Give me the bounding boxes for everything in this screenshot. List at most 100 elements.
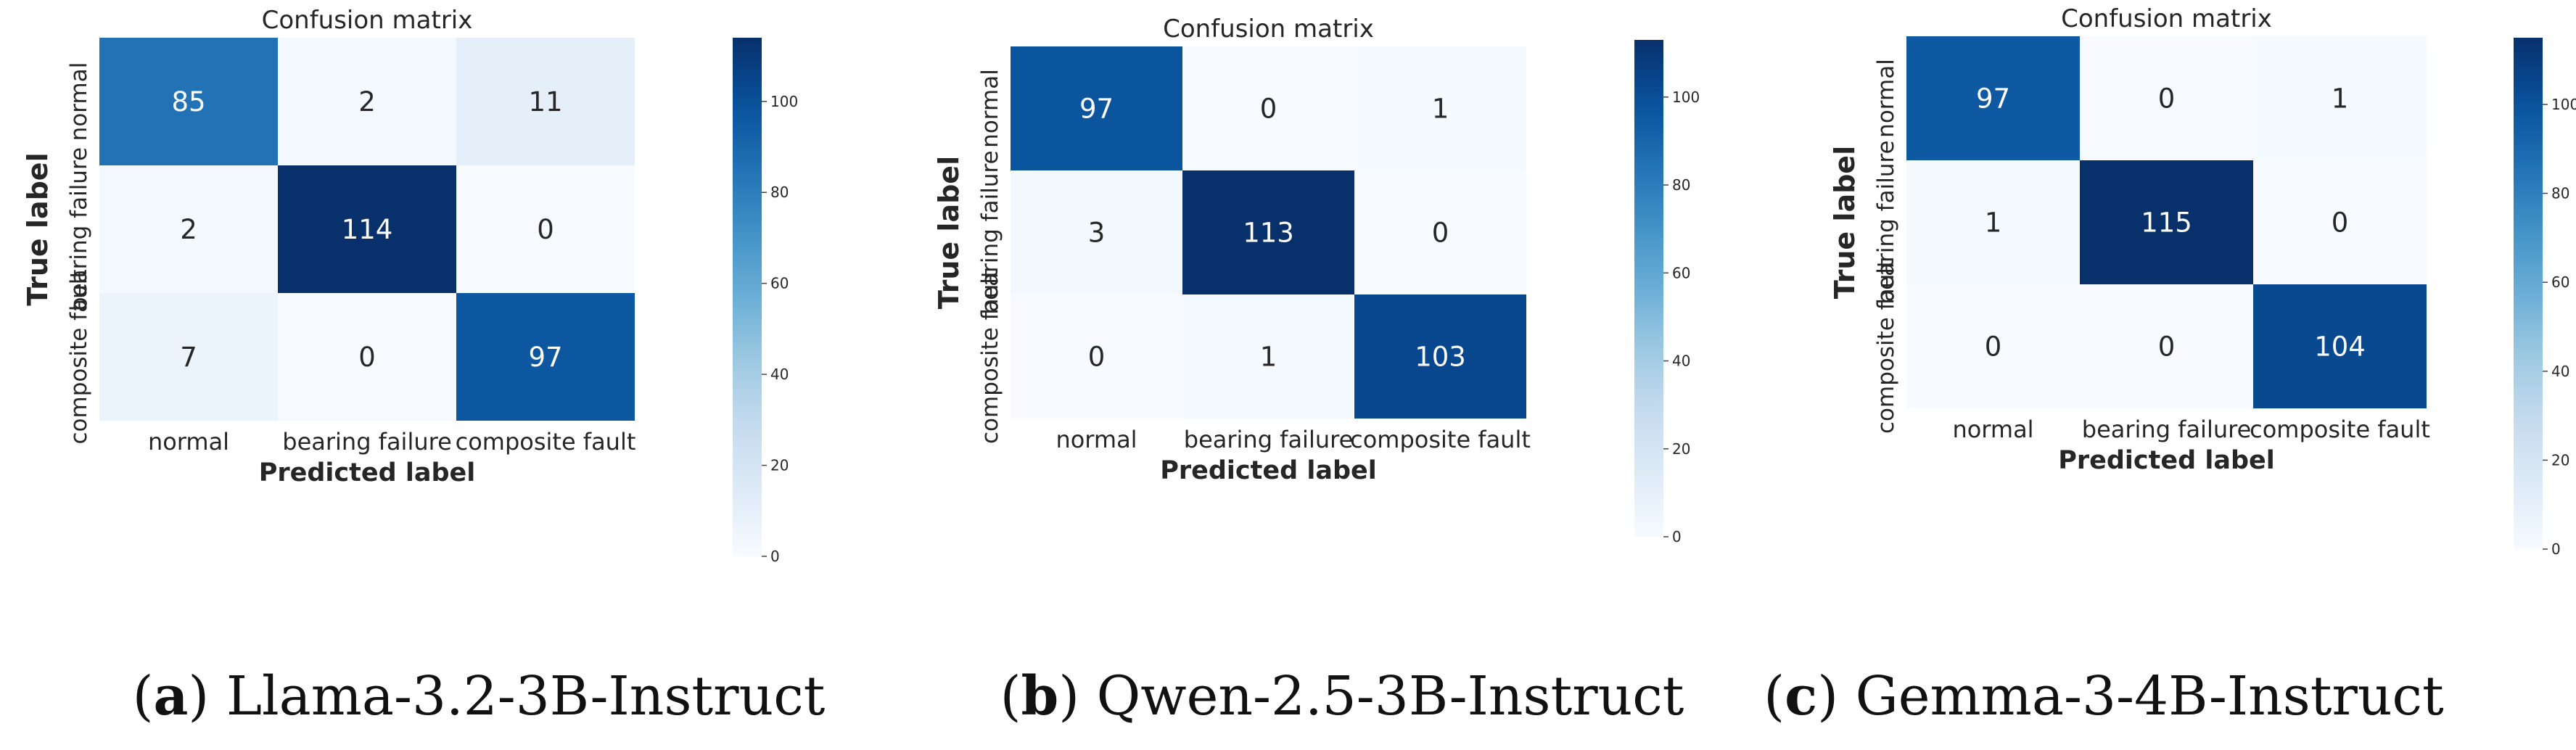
cell-value-label: 1 <box>1985 207 2002 239</box>
x-tick-label: composite fault <box>456 428 636 456</box>
cell-value-label: 0 <box>358 342 376 373</box>
cell-value-label: 0 <box>2158 83 2176 115</box>
colorbar-tick-label: 20 <box>770 457 789 474</box>
cell-value-label: 97 <box>528 342 562 373</box>
colorbar-tick-label: 40 <box>770 366 789 383</box>
heatmap-cell <box>1182 170 1354 294</box>
chart-title: Confusion matrix <box>262 6 473 35</box>
heatmap-cell <box>1906 284 2080 408</box>
x-tick-label: bearing failure <box>282 428 452 456</box>
y-tick-label: normal <box>66 62 92 141</box>
cell-value-label: 7 <box>180 342 197 373</box>
cell-value-label: 103 <box>1415 342 1466 373</box>
subfigure-letter: c <box>1785 665 1817 728</box>
colorbar-tick-label: 0 <box>2551 540 2561 558</box>
y-axis-label: True label <box>1829 146 1861 299</box>
cell-value-label: 3 <box>1088 218 1106 249</box>
y-tick-label: bearing failure <box>977 150 1003 314</box>
colorbar-tick-label: 40 <box>1672 353 1690 370</box>
x-axis-label: Predicted label <box>1160 456 1377 485</box>
x-axis-label: Predicted label <box>259 458 476 487</box>
colorbar-tick-label: 60 <box>2551 273 2569 291</box>
cell-value-label: 97 <box>1079 94 1114 125</box>
heatmap-cell <box>1011 170 1182 294</box>
x-tick-label: bearing failure <box>2082 416 2252 443</box>
subfigure-letter: b <box>1021 665 1058 728</box>
colorbar-tick-label: 0 <box>770 548 780 565</box>
x-tick-label: bearing failure <box>1184 426 1354 453</box>
cell-value-label: 2 <box>180 214 197 245</box>
x-tick-label: normal <box>1055 426 1137 453</box>
cell-value-label: 1 <box>2332 83 2349 115</box>
heatmap-cell <box>1182 294 1354 419</box>
cell-value-label: 113 <box>1243 218 1294 249</box>
colorbar <box>1634 40 1663 537</box>
colorbar-tick-label: 40 <box>2551 363 2569 380</box>
cell-value-label: 0 <box>1088 342 1106 373</box>
cell-value-label: 0 <box>537 214 554 245</box>
heatmap-cell <box>2253 284 2427 408</box>
cell-value-label: 115 <box>2141 207 2192 239</box>
y-tick-label: normal <box>977 69 1003 148</box>
y-tick-label: normal <box>1873 59 1899 138</box>
chart-title: Confusion matrix <box>2061 4 2272 33</box>
x-tick-label: composite fault <box>2250 416 2430 443</box>
colorbar-tick-label: 80 <box>770 184 789 201</box>
heatmap-cell <box>2253 160 2427 284</box>
y-axis-label: True label <box>933 156 965 309</box>
colorbar-tick-label: 100 <box>2551 96 2576 113</box>
chart-panel-1: Confusion matrix 85 2 11 2 114 0 7 0 97 normal bear… <box>22 6 826 728</box>
cell-value-label: 0 <box>1260 94 1277 125</box>
heatmap-cell <box>456 38 635 165</box>
x-tick-label: composite fault <box>1350 426 1531 453</box>
heatmap-cell <box>1182 46 1354 170</box>
heatmap-cell <box>1354 46 1526 170</box>
heatmap-cell <box>2080 36 2253 160</box>
heatmap-cell <box>1354 294 1526 419</box>
cell-value-label: 85 <box>171 86 205 118</box>
colorbar-tick-label: 20 <box>1672 440 1690 458</box>
cell-value-label: 97 <box>1976 83 2010 115</box>
colorbar-tick-label: 0 <box>1672 528 1682 545</box>
y-axis-label: True label <box>22 152 54 305</box>
colorbar-tick-label: 80 <box>2551 185 2569 202</box>
cell-value-label: 0 <box>1985 331 2002 363</box>
heatmap-cell <box>99 293 278 421</box>
cell-value-label: 1 <box>1260 342 1277 373</box>
heatmap-cell <box>278 293 456 421</box>
colorbar-tick-label: 100 <box>770 93 798 110</box>
cell-value-label: 1 <box>1432 94 1449 125</box>
cell-value-label: 11 <box>528 86 562 118</box>
heatmap-cell <box>2253 36 2427 160</box>
heatmap-cell <box>2080 284 2253 408</box>
x-tick-label: normal <box>1952 416 2033 443</box>
y-tick-label: composite fault <box>66 269 92 444</box>
subfigure-caption: (b) Qwen-2.5-3B-Instruct <box>1000 665 1684 728</box>
colorbar <box>2514 38 2543 549</box>
subfigure-letter: a <box>153 665 188 728</box>
cell-value-label: 104 <box>2314 331 2366 363</box>
heatmap-cell <box>1906 36 2080 160</box>
heatmap-cell <box>1354 170 1526 294</box>
heatmap-cell <box>278 38 456 165</box>
heatmap-cell <box>99 165 278 293</box>
y-tick-label: composite fault <box>1873 259 1899 434</box>
heatmap-cell <box>1906 160 2080 284</box>
subfigure-caption: (a) Llama-3.2-3B-Instruct <box>133 665 826 728</box>
heatmap-cell <box>1011 46 1182 170</box>
colorbar-tick-label: 60 <box>770 275 789 292</box>
heatmap-cell <box>456 293 635 421</box>
colorbar <box>733 38 762 556</box>
colorbar-tick-label: 20 <box>2551 451 2569 469</box>
y-tick-label: bearing failure <box>1873 140 1899 304</box>
heatmap-cell <box>278 165 456 293</box>
chart-title: Confusion matrix <box>1163 15 1374 44</box>
cell-value-label: 0 <box>2158 331 2176 363</box>
heatmap-cell <box>2080 160 2253 284</box>
cell-value-label: 0 <box>1432 218 1449 249</box>
subfigure-caption: (c) Gemma-3-4B-Instruct <box>1764 665 2444 728</box>
x-axis-label: Predicted label <box>2058 446 2275 475</box>
x-tick-label: normal <box>148 428 229 456</box>
